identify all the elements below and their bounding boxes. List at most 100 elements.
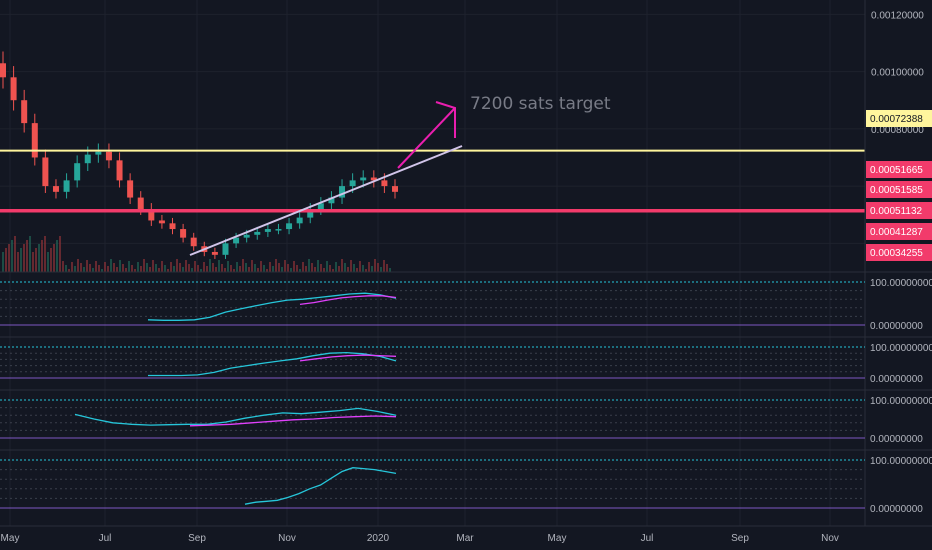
volume-bar: [296, 265, 298, 272]
volume-bar: [182, 267, 184, 272]
volume-bar: [101, 269, 103, 272]
candle-body: [328, 197, 335, 204]
volume-bar: [104, 262, 106, 272]
candle-body: [127, 180, 134, 198]
volume-bar: [170, 262, 172, 272]
osc-series-0: [244, 467, 397, 505]
volume-bar: [35, 248, 37, 272]
volume-bar: [197, 265, 199, 272]
volume-bar: [173, 266, 175, 272]
volume-bar: [317, 260, 319, 272]
osc-series-1: [299, 295, 397, 306]
candle-body: [158, 220, 165, 224]
volume-bar: [8, 244, 10, 272]
price-tag-bg-5: [866, 244, 932, 261]
volume-bar: [203, 262, 205, 272]
time-tick-label: Mar: [456, 533, 474, 544]
volume-bar: [293, 261, 295, 272]
volume-bar: [362, 265, 364, 272]
candle-body: [95, 151, 102, 155]
candle-body: [211, 251, 218, 255]
volume-bar: [230, 265, 232, 272]
volume-bar: [359, 261, 361, 272]
volume-bar: [155, 264, 157, 272]
osc-tick-0: 0.00000000: [870, 321, 923, 332]
time-tick-label: May: [1, 533, 20, 544]
volume-bar: [194, 261, 196, 272]
volume-bar: [146, 263, 148, 272]
trend-line: [189, 145, 463, 256]
volume-bar: [191, 268, 193, 272]
volume-bar: [347, 267, 349, 272]
volume-bar: [284, 260, 286, 272]
volume-bar: [326, 261, 328, 272]
volume-bar: [221, 264, 223, 272]
osc-tick-100: 100.00000000: [870, 396, 932, 407]
volume-bar: [164, 265, 166, 272]
price-tag-bg-0: [866, 110, 932, 127]
candle-body: [296, 217, 303, 224]
price-tag-bg-1: [866, 161, 932, 178]
volume-bar: [128, 261, 130, 272]
candle-body: [370, 177, 377, 181]
volume-bar: [245, 263, 247, 272]
volume-bar: [125, 268, 127, 272]
volume-bar: [341, 259, 343, 272]
volume-bar: [272, 266, 274, 272]
volume-bar: [308, 259, 310, 272]
volume-bar: [320, 264, 322, 272]
time-tick-label: 2020: [367, 533, 390, 544]
volume-bar: [134, 269, 136, 272]
volume-bar: [299, 269, 301, 272]
candle-body: [254, 231, 261, 235]
candle-body: [0, 63, 6, 78]
volume-bar: [263, 265, 265, 272]
volume-bar: [44, 236, 46, 272]
target-arrow: [397, 101, 456, 169]
volume-bar: [311, 263, 313, 272]
osc-series-1: [189, 415, 397, 427]
volume-bar: [176, 259, 178, 272]
time-tick-label: May: [548, 533, 567, 544]
volume-bar: [59, 236, 61, 272]
volume-bar: [17, 252, 19, 272]
volume-bar: [206, 266, 208, 272]
candle-body: [339, 186, 346, 198]
volume-bar: [89, 264, 91, 272]
volume-bar: [71, 262, 73, 272]
volume-bar: [353, 264, 355, 272]
price-tag-0: 0.00072388: [870, 114, 923, 125]
volume-bar: [266, 269, 268, 272]
volume-bar: [116, 267, 118, 272]
volume-bar: [302, 262, 304, 272]
volume-bar: [137, 262, 139, 272]
candle-body: [42, 157, 49, 187]
volume-bar: [236, 262, 238, 272]
price-tick-label: 0.00080000: [871, 125, 924, 136]
volume-bar: [131, 265, 133, 272]
volume-bar: [374, 259, 376, 272]
osc-tick-100: 100.00000000: [870, 456, 932, 467]
price-tag-1: 0.00051665: [870, 165, 923, 176]
volume-bar: [338, 266, 340, 272]
candle-body: [105, 151, 112, 161]
volume-bar: [335, 262, 337, 272]
volume-bar: [53, 244, 55, 272]
volume-bar: [65, 265, 67, 272]
candle-body: [180, 229, 187, 238]
price-tick-label: 0.00100000: [871, 68, 924, 79]
volume-bar: [251, 260, 253, 272]
osc-tick-0: 0.00000000: [870, 434, 923, 445]
volume-bar: [83, 267, 85, 272]
volume-bar: [77, 259, 79, 272]
volume-bar: [389, 268, 391, 272]
volume-bar: [185, 260, 187, 272]
volume-bar: [161, 261, 163, 272]
time-tick-label: Jul: [99, 533, 112, 544]
volume-bar: [122, 264, 124, 272]
volume-bar: [212, 263, 214, 272]
time-axis-bg: [0, 526, 932, 550]
volume-bar: [275, 259, 277, 272]
volume-bar: [14, 236, 16, 272]
